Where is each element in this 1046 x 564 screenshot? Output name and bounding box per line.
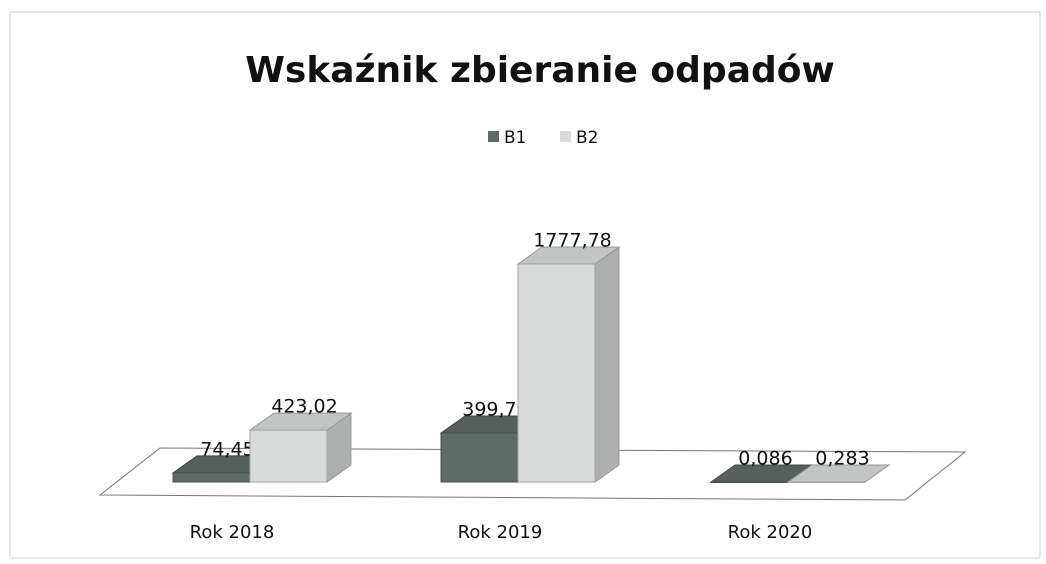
- bar: [249, 429, 328, 483]
- x-tick-label: Rok 2018: [190, 522, 275, 543]
- x-tick-label: Rok 2020: [728, 522, 813, 543]
- bar: [172, 472, 251, 483]
- legend-swatch: [488, 131, 499, 142]
- legend-label: B2: [576, 128, 598, 148]
- chart-title: Wskaźnik zbieranie odpadów: [245, 50, 835, 91]
- data-label: 0,086: [738, 447, 792, 469]
- data-label: 399,78: [462, 398, 528, 420]
- bar: [710, 481, 789, 483]
- legend-swatch: [560, 131, 571, 142]
- bar: [517, 263, 596, 483]
- data-label: 1777,78: [533, 230, 612, 252]
- data-label: 74,45: [200, 438, 254, 460]
- data-label: 0,283: [815, 447, 869, 469]
- legend-label: B1: [504, 128, 526, 148]
- x-tick-label: Rok 2019: [458, 522, 543, 543]
- bar: [440, 432, 519, 483]
- bar: [787, 481, 866, 483]
- data-label: 423,02: [271, 396, 337, 418]
- bar-side: [594, 246, 620, 483]
